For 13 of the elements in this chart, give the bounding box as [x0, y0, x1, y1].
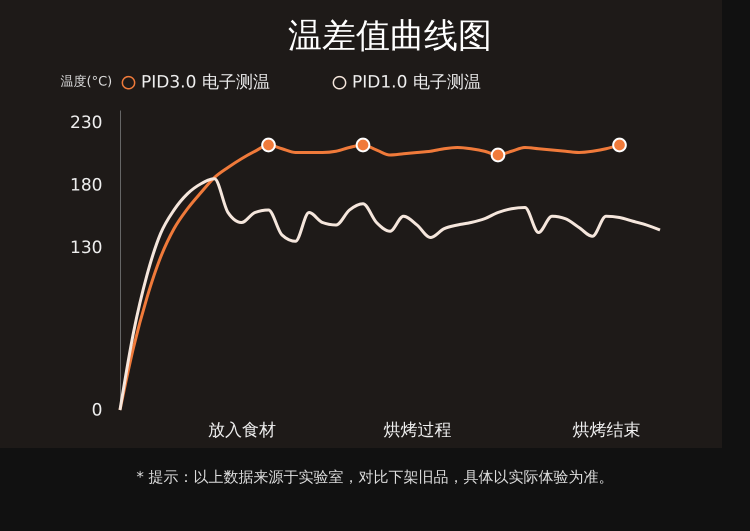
y-tick-label: 0 [92, 400, 102, 420]
y-tick-label: 230 [70, 113, 102, 133]
x-tick-label: 放入食材 [208, 420, 276, 440]
chart-title: 温差值曲线图 [288, 16, 492, 56]
text: * 提示：以上数据来源于实验室，对比下架旧品，具体以实际体验为准。 [135, 468, 615, 487]
legend-label: PID3.0 电子测温 [141, 72, 270, 93]
line-series [118, 177, 662, 412]
legend-label: PID1.0 电子测温 [352, 72, 481, 93]
y-tick-label: 130 [70, 238, 102, 258]
x-tick-label: 烘烤结束 [572, 420, 640, 440]
y-tick-label: 180 [70, 176, 102, 196]
x-tick-label: 烘烤过程 [384, 420, 452, 440]
y-axis-title: 温度(°C) [60, 74, 112, 90]
